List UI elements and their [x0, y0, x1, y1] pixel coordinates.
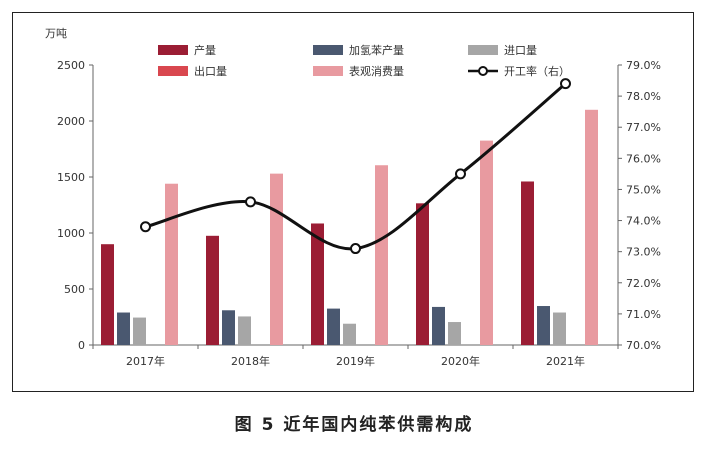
bars	[101, 109, 598, 345]
y2-tick-label: 74.0%	[626, 215, 661, 228]
y2-tick-label: 70.0%	[626, 339, 661, 352]
y2-tick-label: 76.0%	[626, 152, 661, 165]
y-tick-label: 500	[64, 283, 85, 296]
bar-1-2	[327, 308, 340, 345]
bar-4-3	[480, 140, 493, 345]
legend-label: 加氢苯产量	[349, 43, 404, 57]
bar-4-2	[375, 165, 388, 345]
bar-4-1	[270, 173, 283, 345]
x-tick-label: 2020年	[441, 354, 480, 368]
operating-rate-path	[145, 82, 567, 251]
bar-0-2	[311, 223, 324, 345]
operating-rate-point	[455, 168, 466, 180]
chart-frame: 0 500 1000 1500 2000 2500 70.0% 71.0% 72.0% 73.0%…	[12, 12, 694, 392]
legend-label: 表观消费量	[349, 64, 404, 78]
axes: 0 500 1000 1500 2000 2500 70.0% 71.0% 72.0% 73.0%…	[57, 59, 661, 368]
y-tick-label: 2000	[57, 115, 85, 128]
y2-tick-label: 73.0%	[626, 246, 661, 259]
y2-tick-label: 79.0%	[626, 59, 661, 72]
legend-line-marker	[478, 66, 488, 76]
bar-1-4	[537, 306, 550, 345]
operating-rate-point	[560, 78, 571, 90]
bar-0-1	[206, 235, 219, 345]
x-tick-label: 2018年	[231, 354, 270, 368]
y-tick-label: 1500	[57, 171, 85, 184]
x-tick-label: 2021年	[546, 354, 585, 368]
bar-4-4	[585, 109, 598, 345]
y-tick-label: 2500	[57, 59, 85, 72]
y2-tick-label: 75.0%	[626, 183, 661, 196]
y-tick-label: 0	[78, 339, 85, 352]
bar-1-0	[117, 312, 130, 345]
bar-4-0	[165, 183, 178, 345]
bar-2-4	[553, 312, 566, 345]
chart: 0 500 1000 1500 2000 2500 70.0% 71.0% 72.0% 73.0%…	[45, 27, 661, 368]
x-tick-label: 2019年	[336, 354, 375, 368]
legend-swatch	[158, 66, 188, 76]
bar-2-2	[343, 323, 356, 345]
y2-tick-label: 71.0%	[626, 308, 661, 321]
operating-rate-point	[245, 196, 256, 208]
bar-2-3	[448, 322, 461, 345]
bar-2-1	[238, 316, 251, 345]
bar-0-4	[521, 181, 534, 345]
bar-1-1	[222, 310, 235, 345]
legend-label: 进口量	[504, 44, 537, 57]
legend-swatch	[313, 45, 343, 55]
y-tick-label: 1000	[57, 227, 85, 240]
legend-label: 开工率（右）	[504, 64, 570, 78]
operating-rate-point	[140, 221, 151, 233]
bar-0-3	[416, 203, 429, 345]
x-tick-label: 2017年	[126, 354, 165, 368]
legend-swatch	[313, 66, 343, 76]
bar-2-0	[133, 317, 146, 345]
y-unit-label: 万吨	[45, 27, 67, 40]
y2-tick-label: 78.0%	[626, 90, 661, 103]
operating-rate-point	[350, 243, 361, 255]
operating-rate-line	[140, 78, 571, 255]
figure-caption: 图 5 近年国内纯苯供需构成	[234, 415, 474, 435]
y2-tick-label: 77.0%	[626, 121, 661, 134]
bar-1-3	[432, 306, 445, 345]
legend-swatch	[468, 45, 498, 55]
legend-label: 出口量	[194, 64, 227, 78]
y2-tick-label: 72.0%	[626, 277, 661, 290]
bar-0-0	[101, 244, 114, 345]
legend-label: 产量	[194, 43, 216, 57]
legend-swatch	[158, 45, 188, 55]
